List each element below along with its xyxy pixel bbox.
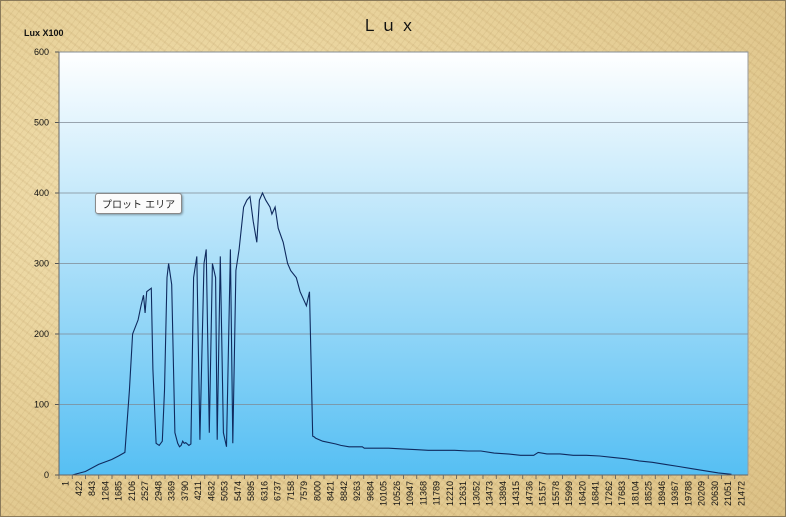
axes — [58, 52, 748, 476]
x-tick-label: 20630 — [710, 481, 720, 506]
x-tick-label: 15999 — [564, 481, 574, 506]
y-tick-label: 400 — [34, 188, 49, 198]
y-tick-label: 200 — [34, 329, 49, 339]
x-tick-label: 7158 — [286, 481, 296, 501]
x-tick-label: 16420 — [577, 481, 587, 506]
y-tick-label: 300 — [34, 259, 49, 269]
x-tick-label: 21472 — [736, 481, 746, 506]
x-tick-label: 12210 — [445, 481, 455, 506]
x-tick-label: 12631 — [458, 481, 468, 506]
x-tick-label: 11789 — [432, 481, 442, 505]
x-tick-label: 5474 — [233, 481, 243, 501]
y-axis-label: Lux X100 — [24, 28, 64, 38]
x-tick-label: 16841 — [591, 481, 601, 506]
x-tick-label: 4211 — [193, 481, 203, 500]
x-tick-label: 2948 — [153, 481, 163, 501]
series-line — [59, 191, 732, 476]
y-axis-ticks: 0 100 200 300 400 500 600 — [34, 47, 59, 480]
x-tick-label: 3790 — [180, 481, 190, 501]
x-tick-label: 3369 — [167, 481, 177, 501]
x-tick-label: 5053 — [220, 481, 230, 501]
x-tick-label: 13052 — [471, 481, 481, 506]
x-tick-label: 6737 — [273, 481, 283, 501]
x-tick-label: 17262 — [604, 481, 614, 506]
x-tick-label: 2527 — [140, 481, 150, 501]
x-tick-label: 14315 — [511, 481, 521, 506]
x-tick-label: 19788 — [683, 481, 693, 506]
x-tick-label: 8842 — [339, 481, 349, 501]
x-tick-label: 15578 — [551, 481, 561, 506]
x-tick-label: 2106 — [127, 481, 137, 501]
x-tick-label: 13473 — [485, 481, 495, 506]
x-tick-label: 4632 — [206, 481, 216, 501]
x-tick-label: 1 — [61, 481, 71, 486]
x-tick-label: 422 — [74, 481, 84, 496]
x-tick-label: 13894 — [498, 481, 508, 506]
x-tick-label: 8421 — [326, 481, 336, 501]
x-tick-label: 17683 — [617, 481, 627, 506]
y-tick-label: 500 — [34, 118, 49, 128]
x-tick-label: 14736 — [524, 481, 534, 506]
plot-area-tooltip: プロット エリア — [95, 193, 183, 214]
x-tick-label: 5895 — [246, 481, 256, 501]
x-tick-label: 18946 — [657, 481, 667, 506]
x-tick-label: 1685 — [114, 481, 124, 501]
x-tick-label: 21051 — [723, 481, 733, 506]
x-tick-label: 9684 — [365, 481, 375, 501]
x-tick-label: 8000 — [312, 481, 322, 501]
chart-title: Ｌｕｘ — [361, 16, 418, 35]
x-tick-label: 1264 — [100, 481, 110, 501]
x-tick-label: 10526 — [392, 481, 402, 506]
y-tick-label: 100 — [34, 400, 49, 410]
y-tick-label: 600 — [34, 47, 49, 57]
y-tick-label: 0 — [44, 470, 49, 480]
x-tick-label: 20209 — [697, 481, 707, 506]
x-tick-label: 843 — [87, 481, 97, 496]
x-tick-label: 11368 — [418, 481, 428, 505]
x-tick-label: 15157 — [538, 481, 548, 506]
x-tick-label: 6316 — [259, 481, 269, 501]
x-tick-label: 10947 — [405, 481, 415, 506]
x-tick-label: 9263 — [352, 481, 362, 501]
x-tick-label: 10105 — [379, 481, 389, 506]
x-axis-ticks: 1 422 843 1264 1685 2106 2527 2948 3369 3790 4211 4… — [58, 475, 746, 506]
x-tick-label: 19367 — [670, 481, 680, 506]
x-tick-label: 18525 — [644, 481, 654, 506]
x-tick-label: 7579 — [299, 481, 309, 501]
x-tick-label: 18104 — [630, 481, 640, 506]
